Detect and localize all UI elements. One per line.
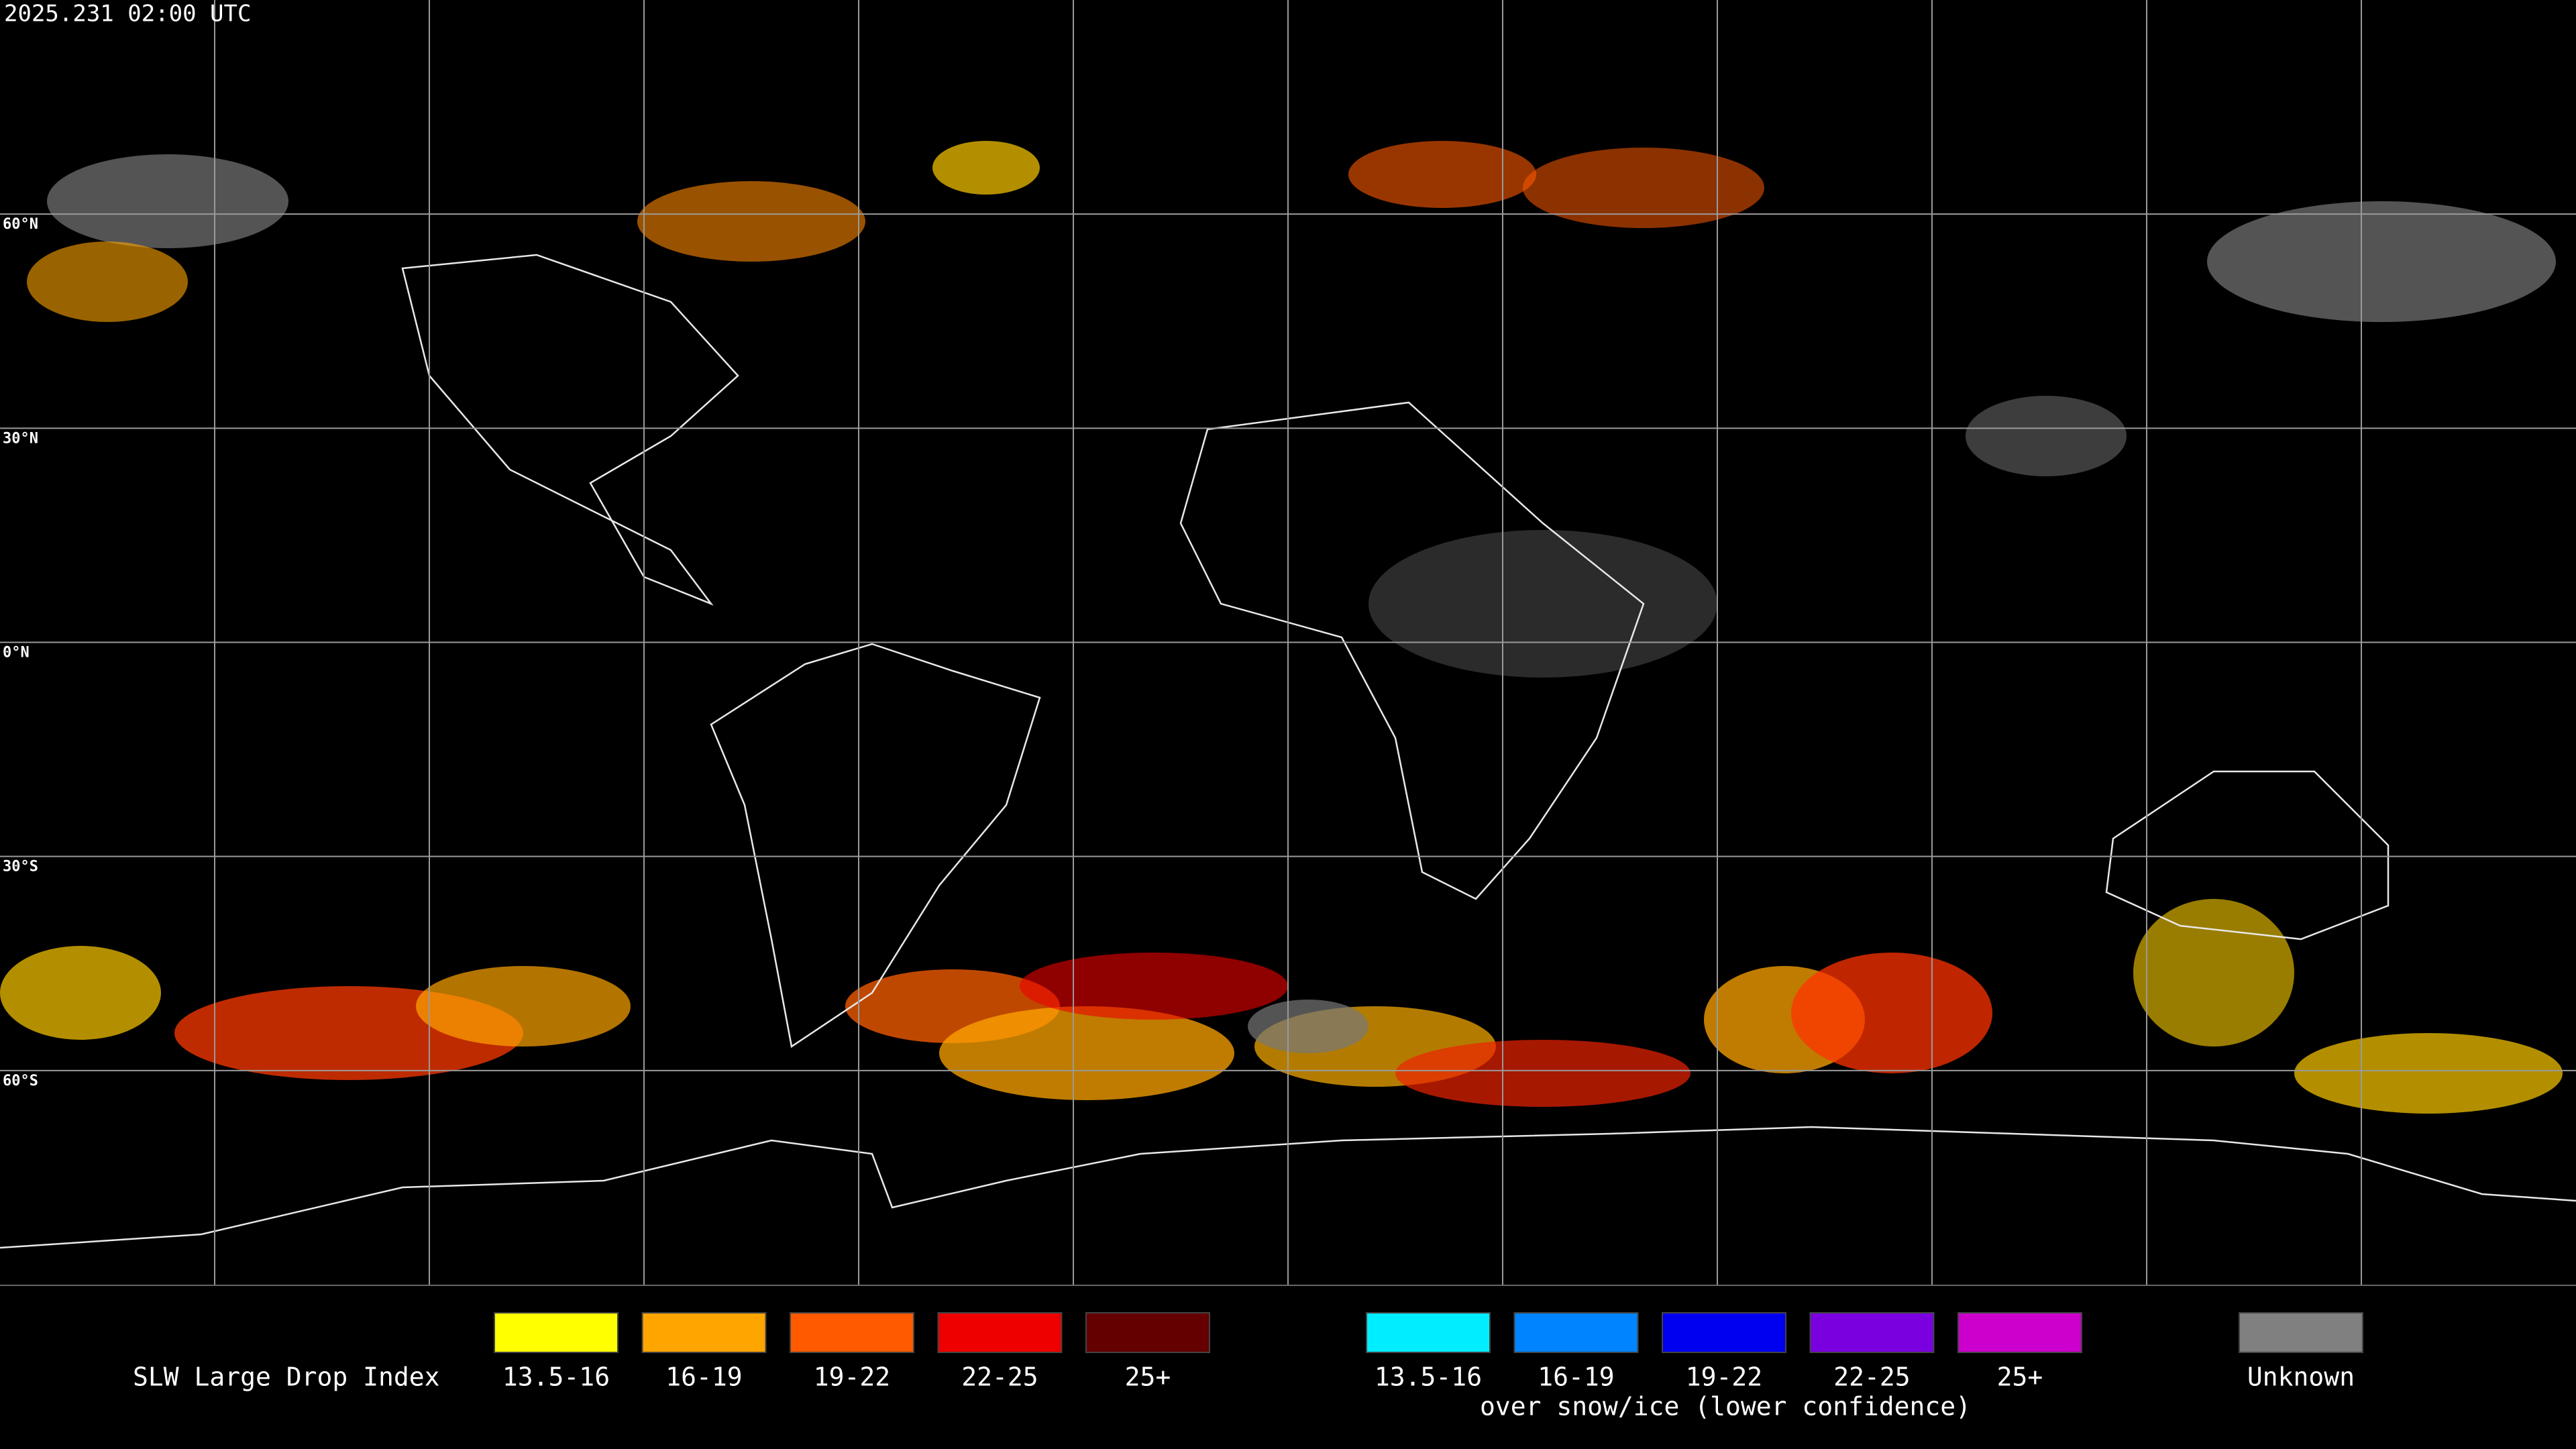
legend-label: 22-25 xyxy=(961,1362,1038,1392)
legend-label: 22-25 xyxy=(1833,1362,1910,1392)
latitude-label: 30°N xyxy=(3,430,38,447)
legend-swatch xyxy=(1366,1312,1491,1353)
legend-swatch xyxy=(1513,1312,1639,1353)
legend-label: 19-22 xyxy=(1686,1362,1762,1392)
cloud-layer xyxy=(0,141,2563,1114)
cloud-patch xyxy=(1523,148,1764,228)
legend-label: 25+ xyxy=(1997,1362,2043,1392)
africa-coast xyxy=(1179,401,1645,900)
cloud-patch xyxy=(1248,1000,1368,1053)
legend-swatch xyxy=(641,1312,767,1353)
graticule xyxy=(0,0,2576,1285)
cloud-patch xyxy=(1395,1040,1690,1107)
legend-swatch xyxy=(2239,1312,2363,1353)
legend-swatch xyxy=(1662,1312,1786,1353)
cloud-patch xyxy=(0,946,161,1040)
latitude-label: 30°S xyxy=(3,859,38,875)
legend-label: 16-19 xyxy=(1538,1362,1614,1392)
cloud-patch xyxy=(939,1006,1234,1100)
legend-swatch xyxy=(790,1312,914,1353)
south-america-coast xyxy=(710,643,1041,1049)
cloud-patch xyxy=(47,154,288,248)
cloud-patch xyxy=(2133,899,2294,1046)
cloud-patch xyxy=(1791,953,1992,1073)
legend-swatch xyxy=(1809,1312,1935,1353)
legend-swatch xyxy=(937,1312,1063,1353)
latitude-label: 0°N xyxy=(3,645,30,661)
cloud-patch xyxy=(416,966,631,1046)
australia-coast xyxy=(2105,770,2390,941)
legend-label: 19-22 xyxy=(814,1362,890,1392)
cloud-patch xyxy=(1966,396,2127,476)
legend-swatch xyxy=(1085,1312,1210,1353)
legend-swatch xyxy=(1957,1312,2082,1353)
legend-title: SLW Large Drop Index xyxy=(133,1362,440,1392)
cloud-patch xyxy=(1348,141,1536,208)
cloud-patch xyxy=(1020,953,1288,1020)
legend-swatch xyxy=(494,1312,619,1353)
latitude-label: 60°S xyxy=(3,1073,38,1089)
cloud-patch xyxy=(932,141,1040,195)
legend-label: Unknown xyxy=(2247,1362,2355,1392)
cloud-patch xyxy=(27,241,188,322)
legend-label: 13.5-16 xyxy=(502,1362,610,1392)
antarctica-coast xyxy=(0,1126,2576,1249)
coastlines xyxy=(0,254,2576,1249)
legend-label: 25+ xyxy=(1125,1362,1171,1392)
cloud-patch xyxy=(637,181,865,262)
north-america-coast xyxy=(401,254,739,606)
timestamp: 2025.231 02:00 UTC xyxy=(4,1,251,28)
cloud-patch xyxy=(2294,1033,2563,1114)
latitude-label: 60°N xyxy=(3,216,38,233)
legend-label: 16-19 xyxy=(665,1362,742,1392)
legend-caption: over snow/ice (lower confidence) xyxy=(1480,1392,1971,1421)
cloud-patch xyxy=(1368,530,1717,678)
legend-label: 13.5-16 xyxy=(1375,1362,1482,1392)
cloud-patch xyxy=(2207,201,2556,322)
